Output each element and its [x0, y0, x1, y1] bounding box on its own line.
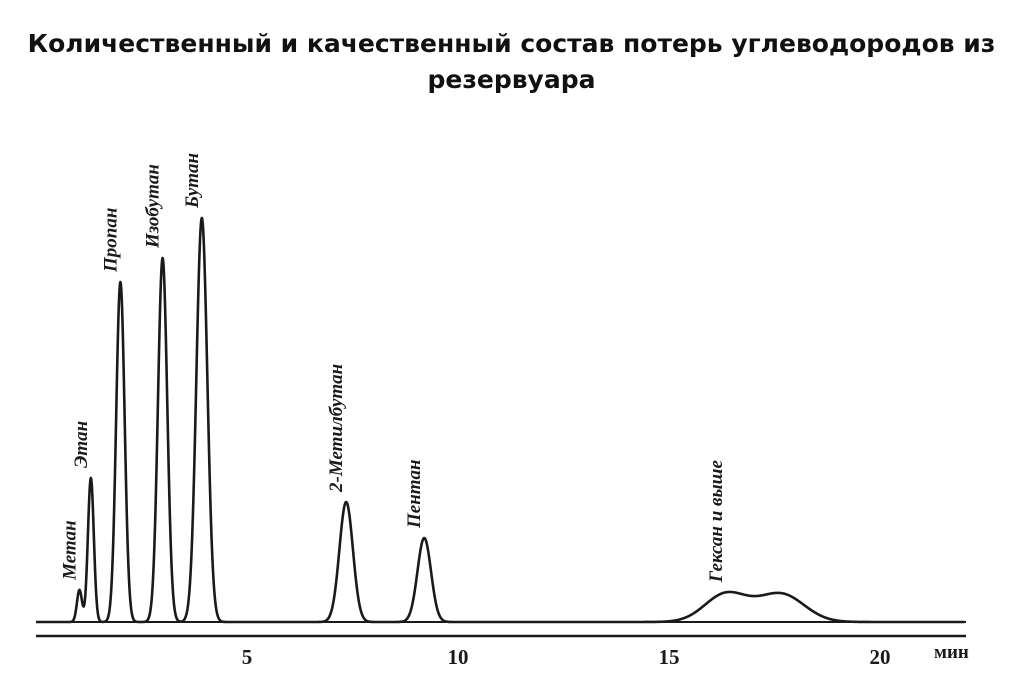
peak-label: Пропан	[100, 208, 121, 273]
peak-label: Изобутан	[143, 164, 164, 249]
x-tick-label: 5	[242, 645, 253, 669]
peak-label: 2-Метилбутан	[326, 364, 347, 493]
peak-label: Пентан	[404, 459, 425, 529]
x-tick-label: 20	[870, 645, 891, 669]
peak-label: Этан	[71, 421, 92, 468]
peak-label: Метан	[60, 520, 81, 581]
x-axis-unit-label: мин	[934, 642, 969, 663]
peak-labels: Метан Этан Пропан Изобутан Бутан 2-Метилбутан…	[60, 153, 728, 583]
x-tick-label: 10	[448, 645, 469, 669]
peak-label: Бутан	[182, 153, 203, 209]
x-tick-labels: 5 10 15 20	[242, 645, 891, 669]
chart-title: Количественный и качественный состав пот…	[27, 29, 996, 94]
chromatogram-signal-line	[35, 216, 966, 624]
peak-label: Гексан и выше	[706, 459, 727, 583]
x-tick-label: 15	[659, 645, 680, 669]
